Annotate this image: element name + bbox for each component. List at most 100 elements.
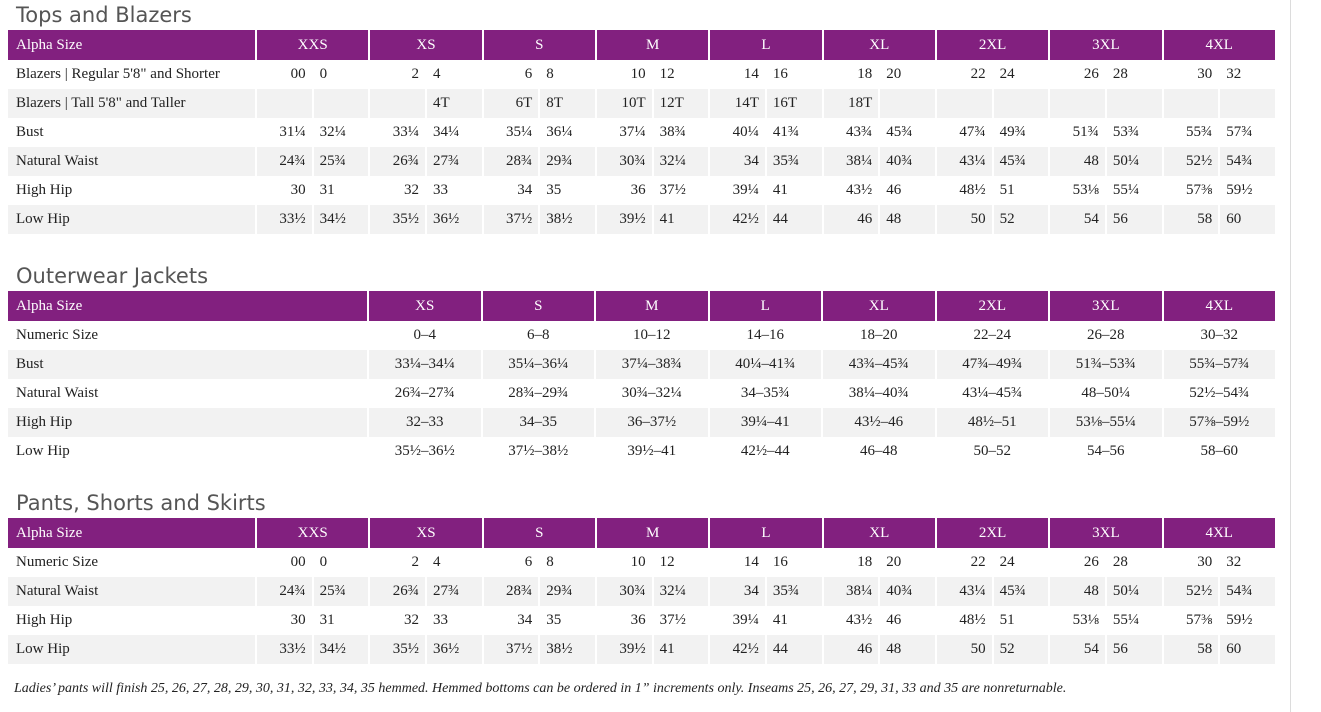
size-table: Alpha Size XXS XS S M L XL 2XL 3XL 4XL Numeric Siz…: [8, 518, 1277, 664]
size-table: Alpha Size XS S M L XL 2XL 3XL 4XL Numeric Size 0–…: [8, 291, 1277, 466]
cell: 31¼: [256, 118, 314, 147]
cell: 20: [879, 60, 937, 89]
size-header: 2XL: [935, 291, 1050, 321]
size-header: XS: [368, 291, 483, 321]
cell: 43¼: [935, 147, 994, 176]
cell: 44: [765, 635, 824, 664]
cell: 40¾: [879, 147, 937, 176]
cell: 37¼: [595, 118, 654, 147]
cell: 2: [369, 548, 427, 577]
cell: 42½–44: [708, 437, 823, 466]
cell: 14T: [709, 89, 767, 118]
cell: 36: [595, 606, 654, 635]
cell: 0: [312, 548, 371, 577]
row-header: Alpha Size: [8, 291, 369, 321]
cell: 48–50¼: [1049, 379, 1164, 408]
cell: [1049, 89, 1107, 118]
cell: 33: [425, 606, 484, 635]
row-label: Blazers | Tall 5'8" and Taller: [8, 89, 257, 118]
cell: 28: [1105, 548, 1164, 577]
cell: 16: [765, 548, 824, 577]
cell: 26¾–27¾: [368, 379, 483, 408]
cell: 14: [709, 60, 767, 89]
cell: 39¼–41: [708, 408, 823, 437]
cell: 53⅛: [1049, 606, 1107, 635]
cell: 30¾–32¼: [595, 379, 710, 408]
cell: 44: [765, 205, 824, 234]
divider: [1290, 0, 1291, 712]
row-label: High Hip: [8, 606, 257, 635]
cell: 26: [1049, 60, 1107, 89]
cell: 48: [1049, 577, 1107, 606]
cell: 30¾: [595, 577, 654, 606]
table-row: Low Hip 33½ 34½ 35½ 36½ 37½ 38½ 39½ 41 42½ 44 46 48 5…: [8, 635, 1277, 664]
table-row: High Hip 32–33 34–35 36–37½ 39¼–41 43½–46 48½–…: [8, 408, 1277, 437]
cell: 41: [652, 205, 711, 234]
cell: 53¾: [1105, 118, 1164, 147]
cell: [879, 89, 937, 118]
row-label: Numeric Size: [8, 548, 257, 577]
header-row: Alpha Size XXS XS S M L XL 2XL 3XL 4XL: [8, 30, 1277, 60]
cell: 10: [595, 548, 654, 577]
cell: 38¼–40¾: [822, 379, 937, 408]
cell: 43½: [822, 176, 881, 205]
cell: 24¾: [256, 147, 314, 176]
cell: 32¼: [312, 118, 371, 147]
cell: 42½: [709, 635, 767, 664]
cell: 28¾: [482, 577, 541, 606]
cell: 56: [1105, 635, 1164, 664]
size-header: L: [709, 518, 824, 548]
size-header: 2XL: [935, 30, 1051, 60]
row-label: Natural Waist: [8, 379, 369, 408]
cell: 27¾: [425, 147, 484, 176]
cell: 48½: [935, 606, 994, 635]
cell: 37½–38½: [481, 437, 596, 466]
cell: 8: [539, 548, 597, 577]
size-header: 3XL: [1049, 30, 1164, 60]
cell: 32: [369, 176, 427, 205]
cell: 36¼: [539, 118, 597, 147]
cell: 26¾: [369, 147, 427, 176]
size-header: XXS: [256, 518, 371, 548]
cell: 47¾: [935, 118, 994, 147]
cell: 24: [992, 60, 1051, 89]
cell: 24: [992, 548, 1051, 577]
size-header: 4XL: [1162, 518, 1277, 548]
cell: 32–33: [368, 408, 483, 437]
cell: 34–35: [481, 408, 596, 437]
cell: 38¾: [652, 118, 711, 147]
cell: 40¼–41¾: [708, 350, 823, 379]
cell: 37¼–38¾: [595, 350, 710, 379]
cell: 54¾: [1219, 147, 1277, 176]
cell: 36: [595, 176, 654, 205]
header-row: Alpha Size XS S M L XL 2XL 3XL 4XL: [8, 291, 1277, 321]
table-row: Blazers | Tall 5'8" and Taller 4T 6T 8T 10T 1…: [8, 89, 1277, 118]
row-label: Bust: [8, 118, 257, 147]
header-row: Alpha Size XXS XS S M L XL 2XL 3XL 4XL: [8, 518, 1277, 548]
cell: 43¼–45¾: [935, 379, 1050, 408]
cell: 56: [1105, 205, 1164, 234]
cell: 30¾: [595, 147, 654, 176]
cell: 54–56: [1049, 437, 1164, 466]
cell: 58: [1162, 635, 1221, 664]
cell: 42½: [709, 205, 767, 234]
cell: 32: [1219, 60, 1277, 89]
cell: 18: [822, 548, 881, 577]
cell: 35: [539, 176, 597, 205]
size-header: M: [595, 30, 711, 60]
cell: 18–20: [822, 321, 937, 350]
size-header: S: [481, 291, 596, 321]
cell: 37½: [482, 635, 541, 664]
size-header: XL: [822, 518, 937, 548]
cell: 34¼: [425, 118, 484, 147]
cell: 16: [765, 60, 824, 89]
cell: 26–28: [1049, 321, 1164, 350]
cell: 51: [992, 606, 1051, 635]
cell: 00: [256, 60, 314, 89]
cell: [1105, 89, 1164, 118]
cell: 46: [879, 176, 937, 205]
table-row: Blazers | Regular 5'8" and Shorter 00 0 2 4 6…: [8, 60, 1277, 89]
cell: 53⅛: [1049, 176, 1107, 205]
cell: 2: [369, 60, 427, 89]
